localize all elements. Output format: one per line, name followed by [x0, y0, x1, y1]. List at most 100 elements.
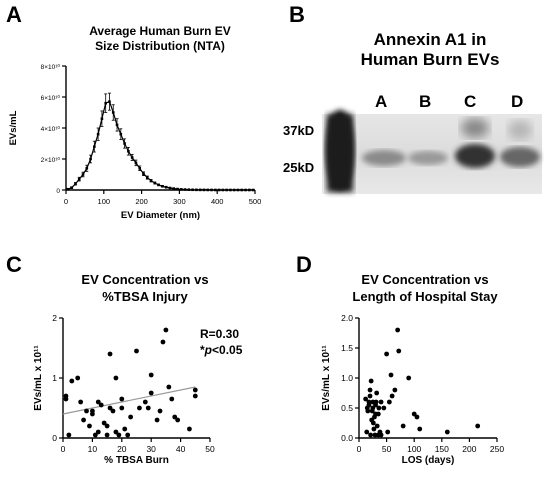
data-point	[69, 378, 75, 384]
data-point	[371, 426, 377, 432]
data-point	[70, 186, 73, 189]
x-tick-label: 200	[135, 197, 148, 206]
blot-title-line2: Human Burn EVs	[360, 50, 500, 69]
data-point	[107, 405, 113, 411]
data-point	[376, 405, 382, 411]
data-point	[96, 132, 100, 136]
data-point	[104, 432, 110, 438]
data-point	[214, 188, 217, 192]
panel-letter-c: C	[6, 252, 22, 277]
data-point	[374, 423, 380, 429]
y-tick-label: 6×10¹⁰	[41, 94, 61, 102]
data-point	[367, 387, 373, 393]
data-point	[115, 123, 119, 127]
data-point	[372, 432, 378, 438]
data-point	[400, 423, 406, 429]
data-point	[98, 402, 104, 408]
data-point	[248, 188, 251, 192]
correlation-r-value: R=0.30	[200, 327, 240, 341]
data-point	[84, 408, 89, 414]
data-point	[195, 188, 198, 192]
data-point	[210, 188, 213, 192]
x-tick-label: 50	[382, 444, 392, 454]
data-point	[137, 405, 142, 411]
x-tick-label: 200	[462, 444, 476, 454]
data-point	[172, 187, 176, 190]
chart-a-title: Average Human Burn EV Size Distribution …	[60, 24, 260, 54]
data-point	[366, 402, 372, 408]
data-point	[77, 177, 81, 181]
y-tick-label: 8×10¹⁰	[41, 63, 61, 71]
data-point	[368, 378, 374, 384]
p-value-threshold: <0.05	[212, 343, 243, 357]
data-point	[81, 417, 86, 423]
data-point	[122, 426, 128, 432]
data-point	[192, 393, 198, 399]
data-point	[175, 417, 181, 423]
chart-d-title-line2: Length of Hospital Stay	[352, 289, 498, 304]
data-point	[475, 423, 481, 429]
data-point	[157, 408, 163, 414]
x-axis-label: EV Diameter (nm)	[121, 210, 200, 221]
data-point	[378, 432, 384, 438]
data-point	[163, 327, 169, 333]
x-axis-label: % TBSA Burn	[104, 455, 169, 466]
data-point	[414, 414, 420, 420]
data-point	[164, 185, 168, 189]
data-point	[179, 188, 183, 191]
data-point	[240, 188, 244, 192]
data-point	[113, 429, 119, 435]
x-tick-label: 40	[176, 444, 186, 454]
lane-label-a: A	[375, 92, 388, 111]
y-tick-label: 0	[52, 433, 57, 443]
data-point	[365, 408, 371, 414]
data-point	[417, 426, 423, 432]
chart-a-title-line1: Average Human Burn EV	[89, 24, 231, 38]
x-tick-label: 400	[211, 197, 224, 206]
data-point	[172, 414, 178, 420]
y-axis-label: EVs/mL x 10¹¹	[321, 345, 332, 411]
data-point	[145, 176, 149, 179]
y-tick-label: 2×10¹⁰	[41, 156, 61, 164]
x-tick-label: 10	[88, 444, 98, 454]
blot-title-line1: Annexin A1 in	[373, 30, 487, 49]
chart-c-tbsa-scatter: 0 10 20 30 40 50 0 1 2 % TBSA Burn EVs/mL x 10¹¹	[33, 313, 215, 466]
data-point	[168, 186, 172, 190]
data-point	[370, 420, 376, 426]
y-tick-label: 0.0	[341, 433, 353, 443]
data-point	[187, 188, 191, 191]
data-point	[192, 387, 198, 393]
y-tick-label: 1.5	[341, 343, 353, 353]
data-point	[444, 429, 450, 435]
data-point	[392, 387, 398, 393]
data-point	[108, 100, 111, 103]
data-point	[202, 188, 206, 192]
data-point	[232, 188, 236, 192]
data-point	[153, 181, 157, 185]
series-line	[67, 100, 254, 191]
data-point	[107, 351, 113, 357]
data-point	[142, 399, 148, 405]
data-point	[113, 375, 119, 381]
data-point	[363, 396, 369, 402]
mw-marker-37kd: 37kD	[283, 123, 315, 138]
panel-letter-b: B	[289, 2, 305, 27]
data-point	[154, 417, 160, 423]
lane-label-d: D	[511, 92, 524, 111]
x-tick-label: 0	[61, 444, 66, 454]
data-point	[149, 179, 153, 182]
x-tick-label: 150	[435, 444, 449, 454]
data-point	[119, 396, 125, 402]
data-point	[92, 432, 98, 438]
data-point	[119, 132, 123, 136]
data-point	[176, 187, 179, 191]
blot-title: Annexin A1 in Human Burn EVs	[330, 30, 530, 70]
data-point	[406, 375, 412, 381]
chart-d-title-line1: EV Concentration vs	[361, 272, 489, 287]
data-point	[378, 399, 384, 405]
y-tick-label: 0.5	[341, 403, 353, 413]
data-point	[85, 167, 89, 170]
x-tick-label: 30	[146, 444, 156, 454]
data-point	[161, 184, 164, 188]
data-point	[66, 432, 72, 438]
